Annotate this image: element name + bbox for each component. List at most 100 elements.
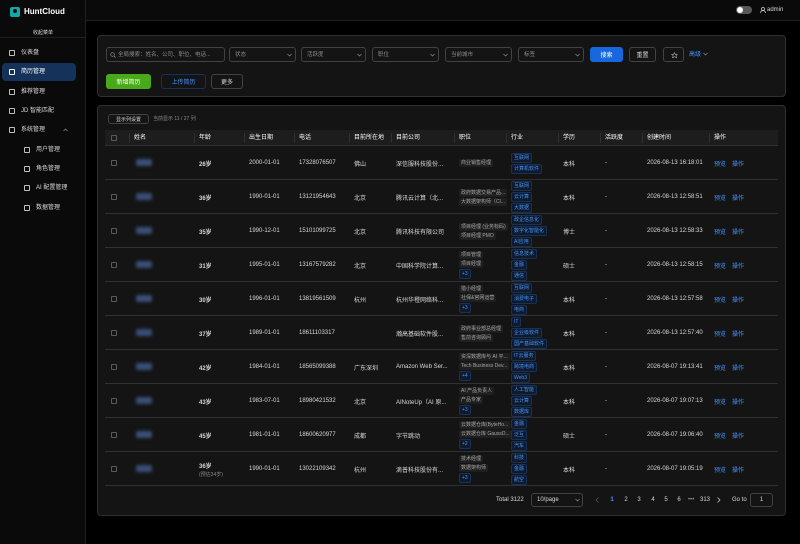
action-link[interactable]: 预览	[714, 161, 727, 168]
position-tag: 资深数据库与 AI 平...	[459, 353, 510, 361]
action-link[interactable]: 预览	[714, 399, 727, 406]
page-number[interactable]: 5	[660, 493, 672, 507]
action-link[interactable]: 操作	[732, 263, 745, 270]
column-count: 当前显示 11 / 27 列	[153, 116, 196, 122]
action-link[interactable]: 预览	[714, 365, 727, 372]
page-number[interactable]: 1	[606, 493, 618, 507]
page-number[interactable]: 2	[620, 493, 632, 507]
add-button[interactable]: 新增简历	[106, 74, 151, 89]
column-header: 目前所在地	[354, 135, 385, 141]
menu-item[interactable]: 简历管理	[2, 63, 76, 81]
action-link[interactable]: 操作	[732, 433, 745, 440]
page-number[interactable]: 6	[673, 493, 685, 507]
upload-button[interactable]: 上传简历	[161, 74, 206, 89]
search-button[interactable]: 搜索	[590, 47, 623, 62]
filter-select[interactable]: 活跃度	[301, 47, 366, 62]
column-divider	[244, 133, 245, 143]
theme-toggle[interactable]	[736, 6, 752, 14]
action-link[interactable]: 预览	[714, 229, 727, 236]
birth: 1990-01-01	[249, 466, 280, 472]
filter-select[interactable]: 职位	[372, 47, 439, 62]
industry-cell: 人工智能 云计算 数据库	[511, 384, 561, 418]
row-checkbox[interactable]	[111, 432, 117, 438]
submenu-item[interactable]: 用户管理	[2, 141, 76, 159]
brand: HuntCloud	[24, 7, 65, 16]
search-input[interactable]: 全局搜索：姓名、公司、职位、电话...	[106, 47, 225, 62]
industry-tag: 金融	[511, 260, 528, 270]
column-header: 行业	[511, 135, 524, 141]
row-checkbox[interactable]	[111, 466, 117, 472]
menu-item[interactable]: 系统管理	[2, 121, 76, 139]
column-header: 活跃度	[605, 135, 624, 141]
row-checkbox[interactable]	[111, 296, 117, 302]
row-checkbox[interactable]	[111, 398, 117, 404]
column-divider	[349, 133, 350, 143]
column-header: 创建时间	[647, 135, 672, 141]
row-checkbox[interactable]	[111, 364, 117, 370]
company-cell: 腾讯云计算（北...	[396, 180, 455, 214]
menu-item[interactable]: JD 智能匹配	[2, 102, 76, 120]
collapse-button[interactable]: 收起菜单	[0, 28, 86, 38]
industry-tag: 数据库	[511, 407, 533, 417]
row-checkbox[interactable]	[111, 262, 117, 268]
industry-tag: 消费电子	[511, 294, 538, 304]
filter-select[interactable]: 当前城市	[445, 47, 512, 62]
row-checkbox[interactable]	[111, 228, 117, 234]
age-cell: 36岁	[199, 180, 244, 214]
header-checkbox[interactable]	[111, 135, 117, 141]
action-link[interactable]: 预览	[714, 331, 727, 338]
column-settings-button[interactable]: 显示列设置	[108, 114, 149, 124]
menu-label: 简历管理	[21, 69, 46, 75]
company: 腾讯云计算（北...	[396, 195, 444, 202]
action-link[interactable]: 操作	[732, 229, 745, 236]
actions-cell: 预览 操作	[714, 248, 774, 282]
submenu-item[interactable]: 数据管理	[2, 199, 76, 217]
phone: 13121954643	[299, 194, 336, 200]
education-cell: 本科	[563, 350, 601, 384]
page-size-select[interactable]: 10/page	[531, 493, 583, 507]
action-link[interactable]: 预览	[714, 195, 727, 202]
search-placeholder: 全局搜索：姓名、公司、职位、电话...	[118, 52, 211, 58]
action-link[interactable]: 操作	[732, 365, 745, 372]
page-number[interactable]: 3	[633, 493, 645, 507]
row-checkbox[interactable]	[111, 160, 117, 166]
page-size: 10/page	[537, 497, 559, 503]
menu-item[interactable]: 推荐管理	[2, 83, 76, 101]
reset-button[interactable]: 重置	[629, 47, 656, 62]
next-page[interactable]	[716, 497, 721, 503]
more-button[interactable]: 更多	[211, 74, 243, 89]
menu-item[interactable]: 仪表盘	[2, 44, 76, 62]
filter-select[interactable]: 状态	[229, 47, 296, 62]
last-page[interactable]: 313	[700, 497, 711, 503]
action-link[interactable]: 预览	[714, 433, 727, 440]
submenu-item[interactable]: AI 配置管理	[2, 179, 76, 197]
favorite-button[interactable]	[663, 47, 684, 62]
row-checkbox[interactable]	[111, 194, 117, 200]
row-checkbox[interactable]	[111, 330, 117, 336]
submenu-item[interactable]: 角色管理	[2, 160, 76, 178]
birth: 1990-12-01	[249, 228, 280, 234]
position-tag: 项目管理	[459, 251, 484, 259]
industry-tag: 大数据	[511, 203, 533, 213]
toggle-knob	[737, 7, 743, 13]
page-number[interactable]: 4	[647, 493, 659, 507]
education-cell: 硕士	[563, 248, 601, 282]
birth: 1990-01-01	[249, 194, 280, 200]
advanced-link[interactable]: 高级	[689, 52, 702, 58]
action-link[interactable]: 操作	[732, 331, 745, 338]
action-link[interactable]: 操作	[732, 161, 745, 168]
sidebar	[0, 0, 86, 544]
action-link[interactable]: 预览	[714, 297, 727, 304]
prev-page[interactable]	[595, 497, 600, 503]
company: 腾讯科技有限公司	[396, 229, 445, 236]
action-link[interactable]: 预览	[714, 467, 727, 474]
action-link[interactable]: 操作	[732, 297, 745, 304]
filter-select[interactable]: 标签	[518, 47, 584, 62]
action-link[interactable]: 预览	[714, 263, 727, 270]
action-link[interactable]: 操作	[732, 467, 745, 474]
action-link[interactable]: 操作	[732, 195, 745, 202]
action-link[interactable]: 操作	[732, 399, 745, 406]
goto-input[interactable]: 1	[750, 493, 773, 507]
name-blurred	[136, 261, 152, 268]
caret-icon	[575, 498, 580, 502]
